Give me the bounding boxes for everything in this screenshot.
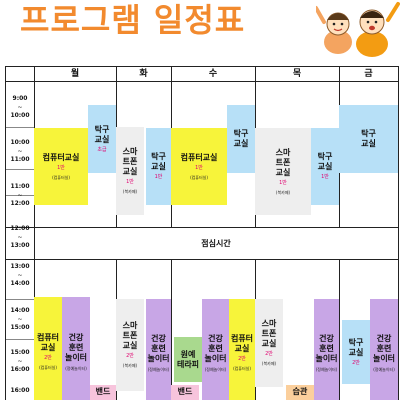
time-label: 9:00 — [12, 95, 28, 102]
program-block-band: 밴드 — [90, 385, 116, 400]
time-label: 15:00 — [10, 349, 30, 356]
program-block-computer-class: 컴퓨터 교실 2반 (컴퓨터실) — [34, 297, 62, 400]
time-label: 10:00 — [10, 139, 30, 146]
day-header-tue: 화 — [139, 69, 148, 79]
program-block-table-tennis: 탁구 교실 — [227, 105, 255, 173]
time-label: 11:00 — [10, 156, 30, 163]
program-block-smartphone-class: 스마 트폰 교실 2반 (북카페) — [255, 299, 283, 387]
program-block-table-tennis: 탁구 교실 — [339, 105, 398, 173]
program-block-health-training: 건강 훈련 놀이터 (정예놀이터) — [62, 297, 90, 400]
program-block-band: 밴드 — [171, 385, 199, 400]
program-block-computer-class: 컴퓨터 교실 2반 (컴퓨터실) — [229, 299, 255, 400]
time-label: 13:00 — [10, 263, 30, 270]
time-tilde: ~ — [17, 234, 23, 241]
time-tilde: ~ — [17, 272, 23, 279]
schedule-table: 월 화 수 목 금 9:00 ~ 10:00 10:00 ~ 11:00 11:… — [5, 66, 399, 400]
time-tilde: ~ — [17, 148, 23, 155]
program-block-smartphone-class: 스마 트폰 교실 1반 (북카페) — [116, 127, 144, 215]
lunch-time-label: 점심시간 — [201, 238, 231, 248]
cheering-people-icon — [316, 2, 400, 57]
program-block-health-training: 건강 훈련 놀이터 (정예놀이터) — [202, 299, 229, 400]
program-block-health-training: 건강 훈련 놀이터 (정예놀이터) — [146, 299, 171, 400]
time-tilde: ~ — [17, 104, 23, 111]
time-label: 16:00 — [10, 366, 30, 373]
time-label: 14:00 — [10, 307, 30, 314]
program-block-garden-therapy: 원예 테라피 — [174, 337, 202, 382]
time-label: 10:00 — [10, 112, 30, 119]
day-header-fri: 금 — [364, 69, 373, 79]
program-block-health-training: 건강 훈련 놀이터 (정예놀이터) — [370, 299, 398, 400]
program-block-habit: 습관 — [286, 385, 314, 400]
program-block-computer-class: 컴퓨터교실 1반 (컴퓨터실) — [34, 128, 88, 205]
day-header-wed: 수 — [208, 69, 218, 79]
day-header-mon: 월 — [70, 69, 80, 79]
time-tilde: ~ — [17, 192, 23, 199]
time-tilde: ~ — [17, 358, 23, 365]
page-title: 프로그램 일정표 — [20, 1, 246, 39]
program-block-smartphone-class: 스마 트폰 교실 1반 (북카페) — [255, 128, 311, 215]
time-label: 14:00 — [10, 280, 30, 287]
time-tilde: ~ — [17, 316, 23, 323]
program-block-table-tennis: 탁구 교실 2반 — [342, 320, 370, 384]
program-block-table-tennis: 탁구 교실 1반 — [311, 128, 339, 205]
program-block-health-training: 건강 훈련 놀이터 (정예놀이터) — [314, 299, 339, 400]
day-header-thu: 목 — [292, 69, 302, 79]
program-block-smartphone-class: 스마 트폰 교실 2반 (북카페) — [116, 299, 144, 391]
time-label: 12:00 — [10, 200, 30, 207]
program-block-computer-class: 컴퓨터교실 1반 (컴퓨터실) — [171, 128, 227, 205]
time-label: 11:00 — [10, 183, 30, 190]
time-label: 12:00 — [10, 225, 30, 232]
program-block-table-tennis: 탁구 교실 초급 — [88, 105, 116, 173]
time-label: 15:00 — [10, 324, 30, 331]
time-label: 16:00 — [10, 387, 30, 394]
program-block-table-tennis: 탁구 교실 1반 — [146, 128, 171, 205]
time-label: 13:00 — [10, 242, 30, 249]
